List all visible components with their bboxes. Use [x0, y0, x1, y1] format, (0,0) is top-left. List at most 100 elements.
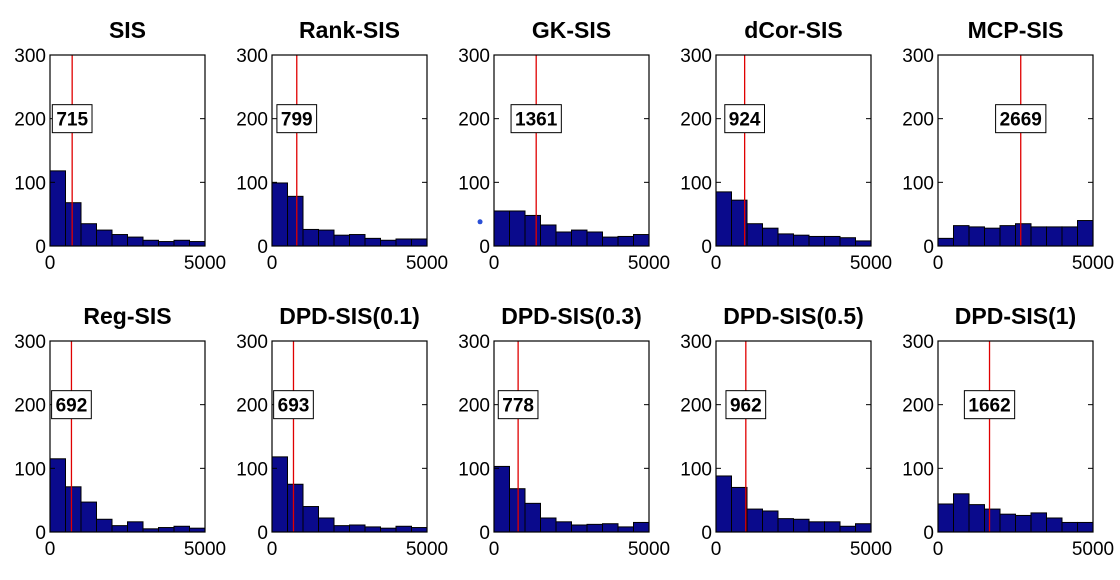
x-tick-label: 0	[711, 539, 722, 560]
y-tick-label: 100	[680, 173, 712, 194]
median-value-label: 692	[56, 396, 88, 417]
histogram-bar	[540, 517, 557, 533]
histogram-bar	[509, 488, 526, 533]
histogram-bar	[824, 521, 841, 533]
histogram-bar	[318, 229, 335, 247]
y-tick-label: 200	[14, 110, 46, 131]
y-tick-label: 0	[257, 523, 268, 544]
y-tick-label: 0	[923, 523, 934, 544]
histogram-bar	[349, 234, 366, 247]
x-tick-label: 0	[45, 539, 56, 560]
axes-frame	[715, 54, 872, 247]
histogram-bar	[855, 240, 872, 247]
panel-title: DPD-SIS(1)	[955, 303, 1076, 329]
median-value-label: 962	[730, 396, 762, 417]
histogram-bar	[715, 191, 732, 247]
histogram-bar	[349, 524, 366, 533]
median-value-label: 1361	[515, 110, 558, 131]
histogram-bar	[1077, 220, 1094, 247]
histogram-bar	[602, 523, 619, 533]
histogram-bar	[953, 225, 970, 247]
histogram-bar	[571, 229, 588, 247]
histogram-bar	[808, 521, 825, 533]
median-value-label: 924	[729, 110, 761, 131]
histogram-panel: dCor-SIS 0 100 200 300 0 5000 924	[680, 17, 892, 274]
histogram-bar	[65, 486, 82, 533]
y-tick-label: 200	[680, 396, 712, 417]
x-tick-label: 5000	[184, 253, 226, 274]
histogram-bar	[715, 475, 732, 533]
y-tick-label: 100	[902, 459, 934, 480]
histogram-bar	[524, 214, 541, 247]
histogram-bar	[1061, 521, 1078, 533]
histogram-bar	[158, 241, 175, 247]
median-value-label: 2669	[1000, 110, 1042, 131]
median-value-label: 799	[281, 110, 313, 131]
stray-data-point	[477, 219, 483, 225]
histogram-bar	[302, 506, 319, 533]
histogram-bar	[524, 502, 541, 533]
median-label-box	[510, 104, 562, 134]
y-tick-label: 0	[923, 237, 934, 258]
y-tick-label: 300	[14, 332, 46, 353]
y-tick-label: 0	[479, 523, 490, 544]
histogram-bar	[111, 525, 128, 533]
y-tick-label: 200	[236, 396, 268, 417]
histogram-panel: DPD-SIS(1) 0 100 200 300 0 5000 1662	[902, 303, 1114, 560]
histogram-bar	[999, 513, 1016, 533]
histogram-bar	[1061, 226, 1078, 247]
x-tick-label: 5000	[184, 539, 226, 560]
axes-frame	[49, 54, 206, 247]
histogram-bar	[395, 525, 412, 533]
y-tick-label: 300	[902, 332, 934, 353]
y-tick-label: 200	[458, 110, 490, 131]
histogram-bar	[937, 237, 954, 247]
histogram-bar	[586, 523, 603, 533]
histogram-bar	[746, 223, 763, 247]
histogram-bar	[158, 527, 175, 533]
histogram-bar	[571, 524, 588, 533]
median-label-box	[724, 104, 765, 134]
x-tick-label: 0	[933, 253, 944, 274]
y-tick-label: 100	[14, 173, 46, 194]
x-tick-label: 0	[489, 539, 500, 560]
histogram-bar	[555, 231, 572, 247]
axes-frame	[715, 340, 872, 533]
axes-frame	[271, 54, 428, 247]
histogram-bar	[287, 483, 304, 533]
histogram-bar	[96, 229, 113, 247]
histogram-bar	[746, 508, 763, 533]
histogram-bar	[509, 210, 526, 247]
panel-title: Rank-SIS	[299, 17, 400, 43]
histogram-bar	[1077, 521, 1094, 533]
y-tick-label: 300	[458, 332, 490, 353]
histogram-bar	[189, 241, 206, 247]
axes-frame	[937, 54, 1094, 247]
x-tick-label: 5000	[406, 539, 448, 560]
histogram-bar	[127, 521, 144, 533]
x-tick-label: 0	[711, 253, 722, 274]
y-tick-label: 0	[701, 237, 712, 258]
y-tick-label: 300	[14, 46, 46, 67]
axes-frame	[49, 340, 206, 533]
y-tick-label: 100	[902, 173, 934, 194]
median-label-box	[273, 390, 314, 420]
histogram-bar	[793, 518, 810, 533]
histogram-bar	[999, 225, 1016, 247]
histogram-bar	[762, 510, 779, 533]
x-tick-label: 5000	[850, 253, 892, 274]
y-tick-label: 100	[236, 459, 268, 480]
histogram-bar	[127, 236, 144, 247]
histogram-bar	[633, 521, 650, 533]
y-tick-label: 200	[902, 396, 934, 417]
median-label-box	[725, 390, 767, 420]
histogram-bar	[617, 235, 634, 247]
x-tick-label: 0	[933, 539, 944, 560]
x-tick-label: 5000	[406, 253, 448, 274]
histogram-bar	[411, 238, 428, 247]
histogram-bar	[302, 228, 319, 247]
median-value-label: 1662	[968, 396, 1010, 417]
histogram-bar	[793, 234, 810, 247]
y-tick-label: 0	[479, 237, 490, 258]
histogram-bar	[984, 227, 1001, 247]
